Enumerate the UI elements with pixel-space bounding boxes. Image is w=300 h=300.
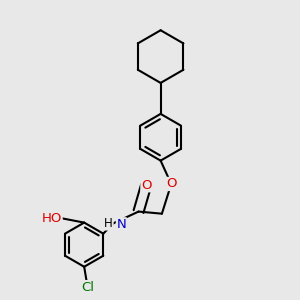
Text: H: H <box>104 217 113 230</box>
Text: HO: HO <box>42 212 62 225</box>
Text: O: O <box>141 179 152 192</box>
Text: Cl: Cl <box>81 280 94 294</box>
Text: O: O <box>166 178 176 190</box>
Text: N: N <box>116 218 126 231</box>
